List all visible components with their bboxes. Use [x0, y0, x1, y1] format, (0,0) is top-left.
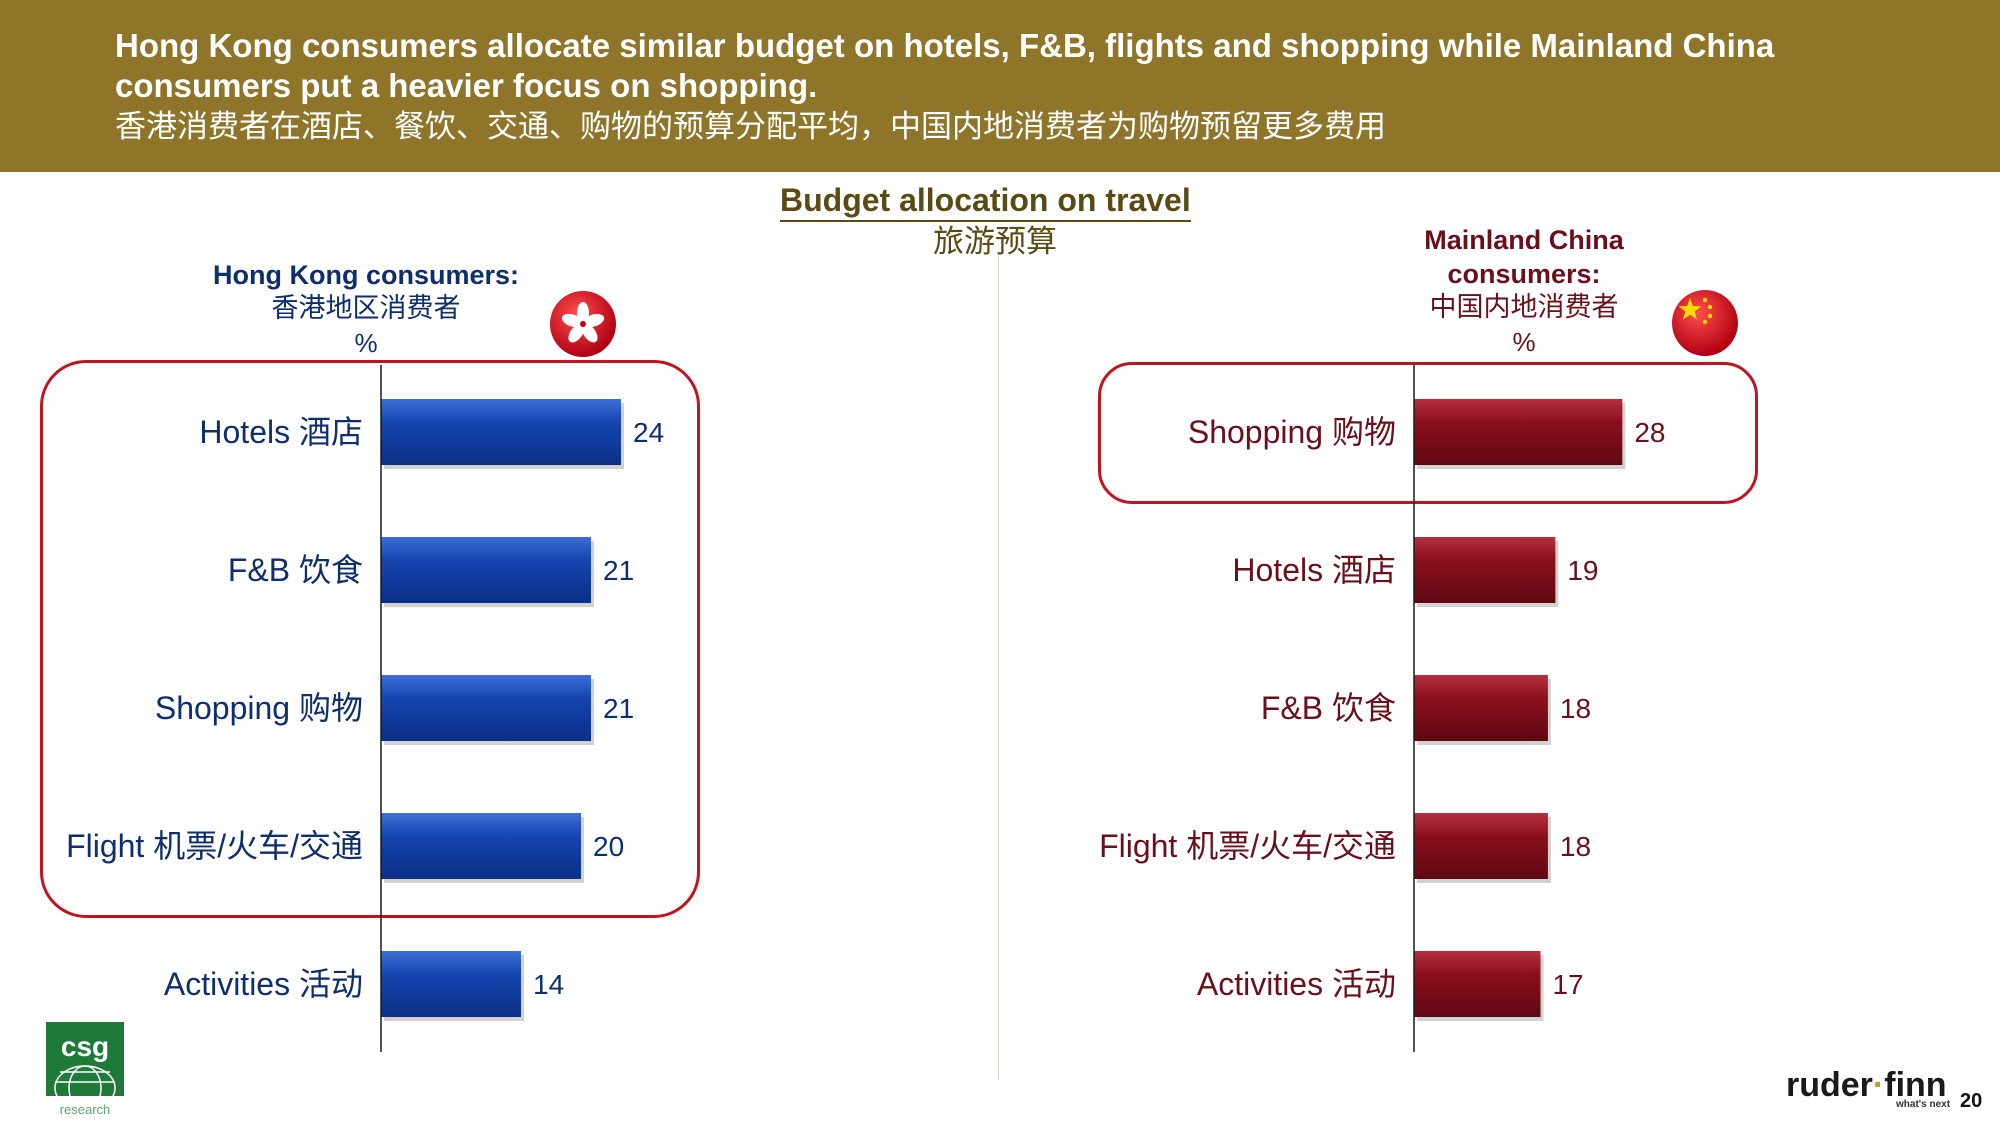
cn-bar: [1414, 537, 1556, 603]
cn-category-label: Activities 活动: [1197, 966, 1396, 1002]
headline-chinese: 香港消费者在酒店、餐饮、交通、购物的预算分配平均，中国内地消费者为购物预留更多费…: [115, 109, 1386, 145]
hk-bar: [381, 675, 591, 741]
cn-value-label: 18: [1560, 693, 1591, 724]
cn-bar: [1414, 951, 1541, 1017]
rf-logo-part1: ruder: [1786, 1066, 1873, 1104]
hk-bar: [381, 399, 621, 465]
hk-value-label: 21: [603, 555, 634, 586]
cn-bar-chart: Shopping 购物 28 Hotels 酒店 19 F&B 饮食 18 Flight 机…: [1099, 365, 1665, 1052]
cn-value-label: 17: [1552, 969, 1583, 1000]
panel-divider: [998, 255, 999, 1080]
cn-bar: [1414, 399, 1623, 465]
hk-panel-heading: Hong Kong consumers: 香港地区消费者 %: [166, 258, 566, 360]
cn-category-label: Hotels 酒店: [1232, 552, 1396, 588]
rf-logo-dot: ·: [1872, 1066, 1885, 1104]
cn-value-label: 28: [1634, 417, 1665, 448]
hk-bar: [381, 813, 581, 879]
rf-logo-part2: finn: [1884, 1066, 1947, 1104]
cn-panel-title-line2: consumers:: [1447, 259, 1601, 289]
headline-line-2: consumers put a heavier focus on shoppin…: [115, 67, 818, 104]
hk-highlight-box: [40, 360, 700, 918]
hk-value-label: 21: [603, 693, 634, 724]
cn-panel-title-zh: 中国内地消费者: [1429, 292, 1619, 323]
csg-research-logo: csg research: [46, 1022, 124, 1117]
hk-panel-title-zh: 香港地区消费者: [271, 293, 461, 324]
hk-bar: [381, 537, 591, 603]
page-number: 20: [1960, 1090, 1983, 1112]
hk-value-label: 24: [633, 417, 664, 448]
cn-value-label: 19: [1567, 555, 1598, 586]
hk-bar-chart: Hotels 酒店 24 F&B 饮食 21 Shopping 购物 21 Flight 机…: [66, 365, 664, 1052]
hk-category-label: F&B 饮食: [228, 552, 363, 588]
hk-bar: [381, 951, 521, 1017]
hk-category-label: Hotels 酒店: [199, 414, 363, 450]
cn-category-label: Shopping 购物: [1188, 414, 1396, 450]
chart-main-title: Budget allocation on travel: [780, 180, 1191, 222]
cn-panel-heading: Mainland China consumers: 中国内地消费者 %: [1374, 223, 1674, 359]
csg-logo-subtext: research: [60, 1102, 111, 1117]
hk-value-label: 14: [533, 969, 564, 1000]
china-flag-icon: [1672, 290, 1738, 356]
cn-category-label: F&B 饮食: [1261, 690, 1396, 726]
cn-category-label: Flight 机票/火车/交通: [1099, 828, 1396, 864]
hk-value-label: 20: [593, 831, 624, 862]
hk-panel-unit: %: [354, 328, 378, 358]
chart-main-subtitle: 旅游预算: [933, 224, 1057, 260]
cn-panel-unit: %: [1512, 327, 1536, 357]
hong-kong-flag-icon: [550, 291, 616, 357]
cn-bar: [1414, 675, 1548, 741]
cn-bar: [1414, 813, 1548, 879]
headline-line-1: Hong Kong consumers allocate similar bud…: [115, 27, 1775, 64]
hk-category-label: Shopping 购物: [155, 690, 363, 726]
title-banner: Hong Kong consumers allocate similar bud…: [0, 0, 2000, 172]
cn-value-label: 18: [1560, 831, 1591, 862]
hk-category-label: Flight 机票/火车/交通: [66, 828, 363, 864]
cn-panel-title-line1: Mainland China: [1424, 225, 1624, 255]
ruder-finn-tagline: what's next: [1896, 1099, 1951, 1110]
hk-category-label: Activities 活动: [164, 966, 363, 1002]
cn-highlight-box: [1098, 362, 1758, 504]
hk-panel-title: Hong Kong consumers:: [212, 260, 519, 290]
ruder-finn-logo: ruder·finn: [1786, 1066, 1947, 1104]
csg-logo-text: csg: [61, 1031, 109, 1062]
